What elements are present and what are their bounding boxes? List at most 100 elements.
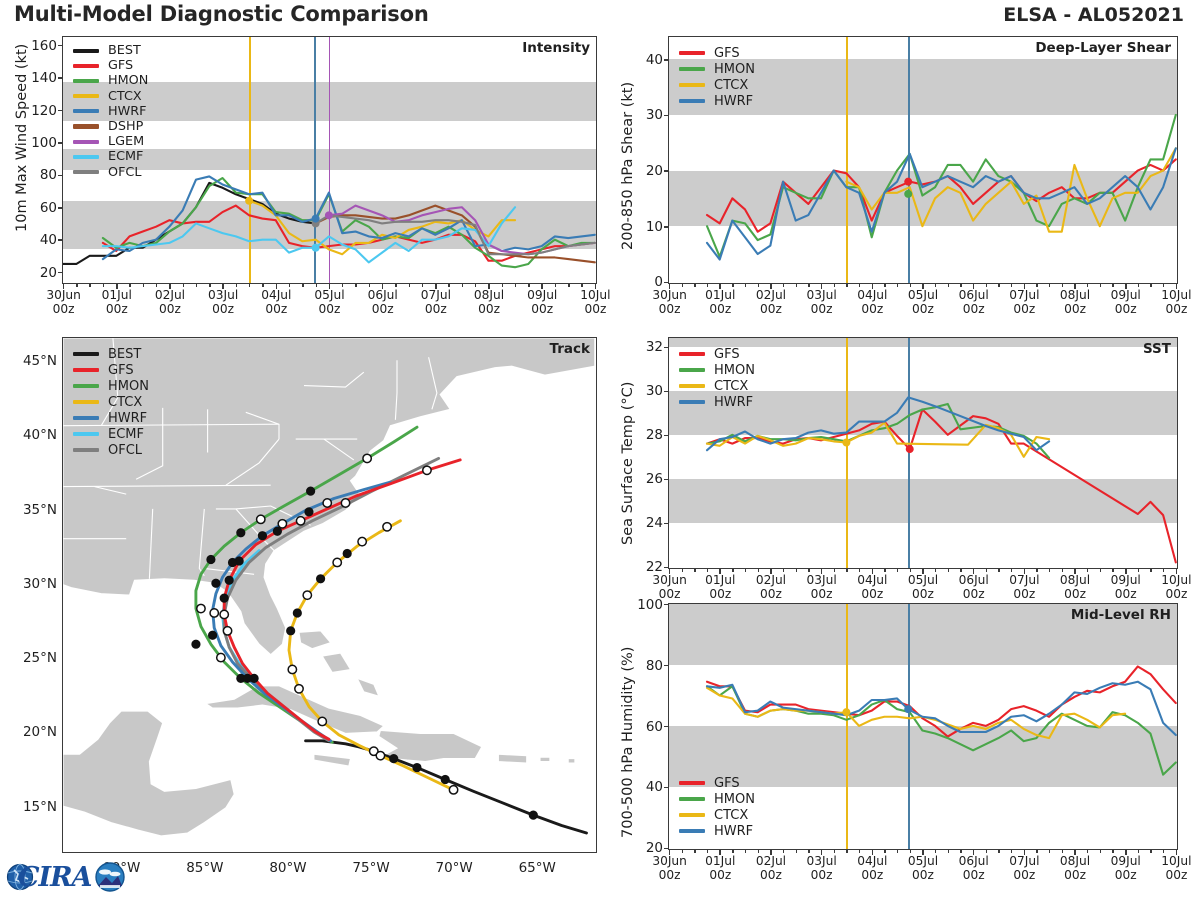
x-tick-label: 03Jul 00z bbox=[208, 288, 239, 316]
x-tick-label: 02Jul 00z bbox=[755, 288, 787, 316]
x-minor-tick bbox=[1150, 850, 1152, 853]
x-tick-label: 01Jul 00z bbox=[705, 573, 736, 601]
y-tick-mark bbox=[664, 281, 669, 284]
plot-area-intensity: Intensity BEST GFS HMON CTCX HWRF DSHP LGEM ECMF… bbox=[62, 36, 597, 284]
track-marker-open bbox=[302, 590, 313, 601]
y-tick-label: 100 bbox=[637, 596, 663, 613]
shade-band bbox=[669, 338, 1177, 347]
x-minor-tick bbox=[732, 569, 734, 572]
series-group-intensity bbox=[63, 175, 596, 269]
lat-tick-label: 25°N bbox=[22, 650, 57, 667]
x-minor-tick bbox=[568, 284, 570, 287]
x-minor-tick bbox=[235, 284, 238, 287]
landmass bbox=[298, 630, 332, 650]
x-tick-label: 01Jul 00z bbox=[705, 854, 736, 882]
landmass bbox=[567, 758, 576, 764]
highlight-point-gfs bbox=[904, 177, 913, 186]
landmass bbox=[63, 338, 595, 656]
political-border bbox=[303, 371, 365, 388]
legend-swatch-gfs bbox=[679, 780, 705, 786]
legend-swatch-ecmf bbox=[73, 431, 99, 437]
y-tick-label: 24 bbox=[645, 515, 663, 532]
shade-band bbox=[669, 604, 1177, 665]
lon-tick-label: 85°W bbox=[186, 860, 224, 876]
track-marker-open bbox=[357, 536, 368, 547]
x-tick-label: 07Jul 00z bbox=[420, 288, 451, 316]
legend-label-hmon: HMON bbox=[108, 73, 149, 89]
highlight-point-lgem bbox=[324, 211, 333, 220]
panel-label-shear: Deep-Layer Shear bbox=[1035, 40, 1171, 56]
x-minor-tick bbox=[209, 284, 211, 287]
legend-swatch-ctcx bbox=[679, 82, 705, 88]
y-tick-mark bbox=[664, 59, 669, 61]
legend-item-hwrf: HWRF bbox=[679, 823, 755, 839]
track-line-hmon bbox=[194, 425, 419, 744]
legend-swatch-hwrf bbox=[679, 399, 705, 405]
x-minor-tick bbox=[808, 569, 810, 572]
y-tick-label: 0 bbox=[654, 274, 663, 291]
lat-tick-label: 45°N bbox=[22, 352, 57, 369]
legend-swatch-lgem bbox=[73, 139, 99, 144]
y-tick-label: 60 bbox=[39, 199, 57, 216]
x-tick-label: 08Jul 00z bbox=[1059, 288, 1091, 316]
x-tick-label: 07Jul 00z bbox=[1009, 288, 1040, 316]
track-marker-open bbox=[382, 521, 393, 532]
track-marker-filled bbox=[227, 557, 238, 568]
x-minor-tick bbox=[681, 850, 683, 853]
x-minor-tick bbox=[846, 284, 848, 287]
x-tick-label: 07Jul 00z bbox=[1009, 854, 1040, 882]
y-tick-label: 80 bbox=[645, 657, 663, 674]
track-marker-filled bbox=[272, 526, 282, 536]
x-tick-mark bbox=[972, 850, 975, 855]
political-border bbox=[245, 411, 280, 440]
track-marker-open bbox=[219, 609, 230, 620]
x-minor-tick bbox=[1112, 850, 1114, 853]
x-minor-tick bbox=[681, 284, 683, 287]
reference-line-ctcx-init bbox=[846, 37, 848, 283]
x-minor-tick bbox=[1137, 850, 1140, 853]
reference-line-lgem-init bbox=[328, 37, 331, 283]
x-tick-mark bbox=[820, 569, 823, 574]
y-tick-label: 30 bbox=[645, 107, 663, 124]
x-minor-tick bbox=[1137, 569, 1140, 572]
legend-label-gfs: GFS bbox=[108, 58, 134, 74]
track-marker-open bbox=[294, 683, 304, 694]
track-marker-filled bbox=[236, 528, 246, 538]
y-tick-label: 120 bbox=[31, 102, 57, 119]
panel-label-intensity: Intensity bbox=[522, 40, 590, 56]
x-minor-tick bbox=[706, 569, 709, 572]
x-tick-mark bbox=[1124, 569, 1127, 574]
y-tick-mark bbox=[58, 174, 63, 177]
x-minor-tick bbox=[795, 569, 797, 572]
legend-item-ctcx: CTCX bbox=[73, 89, 148, 104]
track-marker-open bbox=[375, 750, 386, 761]
legend-swatch-ctcx bbox=[679, 383, 705, 389]
legend-label-ctcx: CTCX bbox=[714, 77, 749, 93]
x-minor-tick bbox=[858, 850, 861, 853]
political-border bbox=[63, 423, 280, 427]
x-tick-label: 09Jul 00z bbox=[527, 288, 558, 316]
x-minor-tick bbox=[368, 284, 371, 287]
x-tick-mark bbox=[488, 284, 490, 289]
x-minor-tick bbox=[960, 569, 962, 572]
series-line-hmon bbox=[101, 176, 596, 269]
lat-tick-label: 35°N bbox=[22, 501, 57, 518]
x-minor-tick bbox=[985, 569, 988, 572]
lon-tick-label: 65°W bbox=[518, 860, 556, 876]
panel-label-rh: Mid-Level RH bbox=[1070, 607, 1171, 623]
x-minor-tick bbox=[421, 284, 424, 287]
x-minor-tick bbox=[288, 284, 291, 287]
x-tick-mark bbox=[1175, 850, 1178, 855]
y-tick-mark bbox=[58, 44, 63, 47]
y-tick-label: 80 bbox=[39, 167, 57, 184]
track-marker-filled bbox=[224, 575, 234, 585]
x-tick-label: 03Jul 00z bbox=[806, 573, 837, 601]
x-minor-tick bbox=[960, 850, 962, 853]
reference-line-hwrf-init bbox=[908, 604, 910, 849]
legend-label-hwrf: HWRF bbox=[714, 394, 754, 410]
series-line-ctcx bbox=[845, 147, 1177, 233]
x-minor-tick bbox=[1061, 569, 1064, 572]
x-minor-tick bbox=[1061, 284, 1064, 287]
y-tick-label: 100 bbox=[31, 134, 57, 151]
